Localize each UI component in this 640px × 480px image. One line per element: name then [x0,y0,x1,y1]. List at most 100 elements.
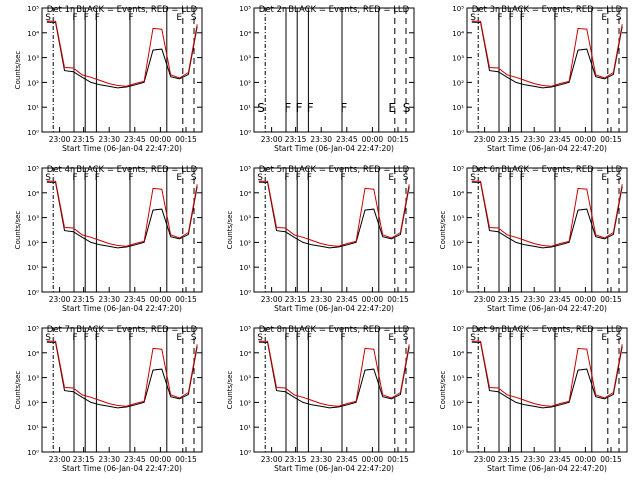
phase-letter: F [509,333,514,343]
x-tick-label: 23:30 [98,295,120,304]
x-tick-label: 00:00 [362,135,384,144]
y-axis-label: Counts/sec [14,51,22,90]
x-tick-label: 00:00 [150,295,172,304]
x-axis-label: Start Time (06-Jan-04 22:47:20) [274,304,394,313]
chart-title: Det 2r BLACK = Events, RED = LLD [259,5,410,15]
x-tick-label: 23:30 [310,295,332,304]
x-tick-label: 23:00 [474,455,496,464]
y-tick-label: 10² [239,79,251,87]
x-tick-label: 23:45 [336,455,358,464]
y-axis-label: Counts/sec [439,371,447,410]
phase-letter: S [616,333,622,343]
x-tick-label: 23:15 [285,135,307,144]
phase-letter: S [45,13,51,23]
x-axis-label: Start Time (06-Jan-04 22:47:20) [62,464,182,473]
y-tick-label: 10³ [27,55,39,63]
y-tick-label: 10⁵ [27,5,39,13]
phase-letter: F [497,173,502,183]
y-tick-label: 10⁴ [239,350,251,358]
y-tick-label: 10⁰ [27,449,39,457]
x-axis-label: Start Time (06-Jan-04 22:47:20) [274,464,394,473]
phase-letter: F [520,13,525,23]
x-tick-label: 23:45 [549,295,571,304]
x-tick-label: 23:45 [124,135,146,144]
series-line-red [471,20,623,87]
x-tick-label: 23:15 [498,135,520,144]
y-axis-label: Counts/sec [14,371,22,410]
phase-letter: S [470,173,476,183]
y-tick-label: 10⁴ [452,350,464,358]
phase-letter: F [553,173,558,183]
x-tick-label: 23:30 [523,295,545,304]
x-tick-label: 00:15 [600,295,622,304]
x-tick-label: 00:15 [600,455,622,464]
y-tick-label: 10¹ [452,424,464,432]
phase-letter: F [84,333,89,343]
phase-letter: S [191,13,197,23]
y-tick-label: 10⁵ [239,325,251,333]
panel-det-8: Det 8r BLACK = Events, RED = LLD 10⁰ 10¹ 10… [226,325,415,473]
phase-letter: F [95,173,100,183]
panel-det-1: Det 1r BLACK = Events, RED = LLD 10⁰ 10¹ 10… [14,5,203,153]
y-tick-label: 10³ [452,215,464,223]
y-tick-label: 10² [452,239,464,247]
y-tick-label: 10⁴ [452,190,464,198]
x-tick-label: 23:00 [474,295,496,304]
y-tick-label: 10⁵ [239,5,251,13]
y-tick-label: 10⁰ [239,289,251,297]
x-tick-label: 23:00 [261,135,283,144]
x-axis-label: Start Time (06-Jan-04 22:47:20) [62,304,182,313]
phase-letter: F [340,333,345,343]
phase-letter: S [257,173,263,183]
plot-frame [466,327,628,453]
phase-letter: F [128,13,133,23]
phase-letter: S [403,173,409,183]
phase-letter: S [403,333,409,343]
x-tick-label: 00:00 [575,295,597,304]
y-tick-label: 10¹ [27,424,39,432]
x-tick-label: 23:30 [310,455,332,464]
x-axis-label: Start Time (06-Jan-04 22:47:20) [62,144,182,153]
series-line-red [46,340,198,407]
series-line-red [46,20,198,87]
x-tick-label: 23:30 [98,135,120,144]
y-tick-label: 10¹ [27,264,39,272]
y-tick-label: 10⁵ [452,325,464,333]
x-tick-label: 23:15 [285,455,307,464]
phase-letter: F [84,13,89,23]
series-line-black [46,181,198,249]
series-line-black [46,21,198,89]
plot-frame [253,7,415,133]
series-line-red [471,180,623,247]
y-tick-label: 10² [27,79,39,87]
phase-letter: F [284,101,291,115]
x-tick-label: 23:45 [549,135,571,144]
plot-frame [466,7,628,133]
phase-letter: F [72,333,77,343]
x-tick-label: 23:45 [124,295,146,304]
y-tick-label: 10⁴ [27,30,39,38]
x-tick-label: 00:00 [362,455,384,464]
x-axis-label: Start Time (06-Jan-04 22:47:20) [487,464,607,473]
phase-letter: E [601,333,607,343]
plot-frame [253,327,415,453]
phase-letter: S [616,173,622,183]
phase-letter: E [176,333,182,343]
phase-letter: F [497,333,502,343]
y-tick-label: 10⁴ [452,30,464,38]
series-line-red [258,180,410,247]
phase-letter: S [191,333,197,343]
phase-letter: F [296,173,301,183]
x-tick-label: 00:15 [600,135,622,144]
x-tick-label: 00:00 [150,455,172,464]
y-tick-label: 10⁵ [239,165,251,173]
y-tick-label: 10⁵ [27,325,39,333]
phase-letter: S [616,13,622,23]
y-axis-label: Counts/sec [14,211,22,250]
y-tick-label: 10⁴ [27,350,39,358]
x-tick-label: 00:15 [175,295,197,304]
phase-letter: F [520,173,525,183]
y-tick-label: 10³ [452,375,464,383]
y-tick-label: 10⁰ [452,129,464,137]
